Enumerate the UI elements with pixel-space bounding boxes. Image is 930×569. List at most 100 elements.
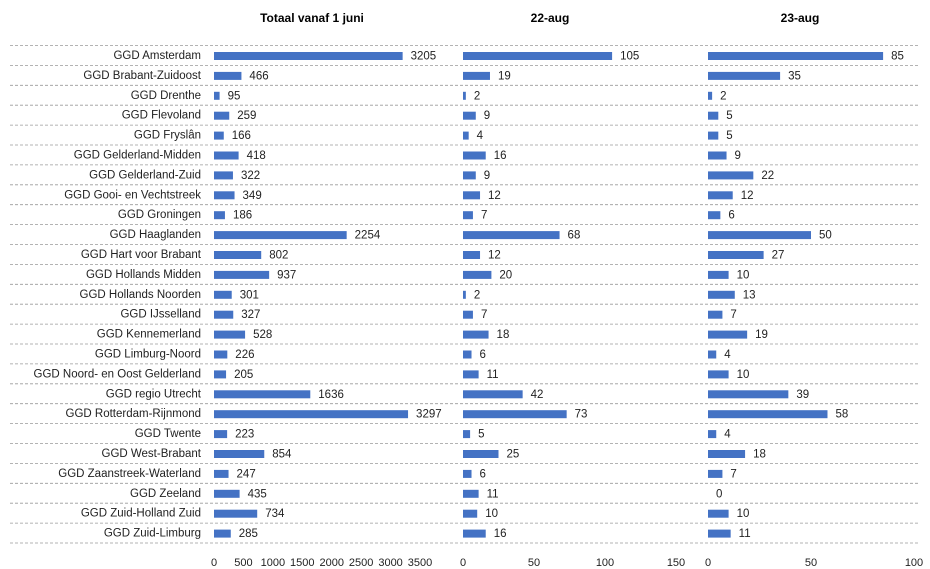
- bar: [463, 270, 492, 279]
- bar: [708, 469, 723, 478]
- bar: [463, 509, 478, 518]
- data-label: 42: [531, 389, 544, 401]
- bar: [708, 211, 721, 220]
- panel-title: 22-aug: [531, 11, 570, 25]
- data-label: 6: [480, 468, 486, 480]
- tick-label: 150: [667, 557, 685, 569]
- bar: [214, 131, 224, 140]
- data-label: 9: [484, 170, 490, 182]
- bar: [214, 151, 239, 160]
- category-label: GGD Fryslân: [134, 130, 201, 142]
- data-label: 2: [720, 90, 726, 102]
- category-label: GGD Zuid-Limburg: [104, 528, 201, 540]
- category-label: GGD regio Utrecht: [106, 388, 202, 400]
- bar: [708, 231, 811, 240]
- bar: [708, 310, 723, 319]
- bar: [708, 251, 764, 259]
- tick-label: 3500: [408, 557, 432, 569]
- data-label: 12: [488, 190, 501, 202]
- bar: [463, 310, 473, 319]
- bar: [463, 251, 481, 259]
- data-label: 2254: [355, 230, 381, 242]
- data-label: 73: [575, 409, 588, 421]
- data-label: 19: [755, 329, 768, 341]
- data-label: 3297: [416, 409, 442, 421]
- data-label: 58: [835, 409, 848, 421]
- tick-label: 500: [234, 557, 252, 569]
- category-label: GGD Zeeland: [130, 488, 201, 500]
- data-label: 35: [788, 70, 801, 82]
- bar: [708, 509, 729, 518]
- category-label: GGD Zaanstreek-Waterland: [58, 468, 201, 480]
- data-label: 7: [481, 210, 487, 222]
- category-label: GGD Flevoland: [122, 110, 201, 122]
- bar: [463, 430, 471, 439]
- data-label: 802: [269, 250, 288, 262]
- bar: [708, 111, 719, 120]
- data-label: 22: [761, 170, 774, 182]
- tick-label: 2500: [349, 557, 373, 569]
- data-label: 7: [730, 309, 736, 321]
- bar: [708, 330, 748, 339]
- bar: [708, 529, 731, 538]
- tick-label: 100: [905, 557, 923, 569]
- data-label: 20: [499, 269, 512, 281]
- data-label: 19: [498, 70, 511, 82]
- bar: [463, 151, 486, 160]
- bar: [214, 509, 258, 518]
- data-label: 12: [488, 250, 501, 262]
- bar: [463, 131, 469, 140]
- category-label: GGD Kennemerland: [97, 329, 201, 341]
- data-label: 4: [477, 130, 484, 142]
- category-label: GGD Brabant-Zuidoost: [83, 70, 201, 82]
- data-label: 105: [620, 51, 639, 63]
- category-label: GGD Hollands Noorden: [80, 289, 201, 301]
- category-label: GGD Haaglanden: [110, 229, 201, 241]
- data-label: 95: [228, 90, 241, 102]
- bar: [708, 290, 735, 299]
- bar: [463, 330, 489, 339]
- tick-label: 3000: [378, 557, 402, 569]
- bar: [214, 489, 240, 498]
- bar: [214, 111, 230, 120]
- bar: [708, 171, 754, 180]
- bar: [708, 71, 781, 80]
- data-label: 18: [753, 449, 766, 461]
- category-label: GGD Hart voor Brabant: [81, 249, 202, 261]
- data-label: 16: [494, 528, 507, 540]
- data-label: 11: [739, 528, 751, 540]
- data-label: 5: [726, 130, 732, 142]
- bar: [214, 270, 270, 279]
- bar: [463, 410, 567, 419]
- data-label: 226: [235, 349, 254, 361]
- category-label: GGD Gooi- en Vechtstreek: [64, 189, 201, 201]
- bar: [214, 430, 228, 439]
- bar: [463, 171, 476, 180]
- data-label: 2: [474, 289, 480, 301]
- data-label: 85: [891, 51, 904, 63]
- data-label: 247: [237, 468, 256, 480]
- data-label: 16: [494, 150, 507, 162]
- bar: [463, 111, 476, 120]
- data-label: 39: [796, 389, 809, 401]
- data-label: 205: [234, 369, 253, 381]
- tick-label: 1000: [261, 557, 285, 569]
- tick-label: 0: [705, 557, 711, 569]
- data-label: 13: [743, 289, 756, 301]
- bar: [708, 370, 729, 379]
- panel-title: 23-aug: [781, 11, 820, 25]
- bar: [214, 211, 225, 220]
- category-label: GGD Rotterdam-Rijnmond: [66, 408, 201, 420]
- data-label: 0: [716, 488, 722, 500]
- data-label: 10: [485, 508, 498, 520]
- bar: [463, 529, 486, 538]
- tick-label: 2000: [319, 557, 343, 569]
- category-label: GGD Gelderland-Zuid: [89, 169, 201, 181]
- bar: [214, 350, 228, 359]
- data-label: 285: [239, 528, 258, 540]
- data-label: 9: [735, 150, 741, 162]
- data-label: 854: [272, 449, 292, 461]
- bar: [708, 270, 729, 279]
- data-label: 11: [487, 369, 499, 381]
